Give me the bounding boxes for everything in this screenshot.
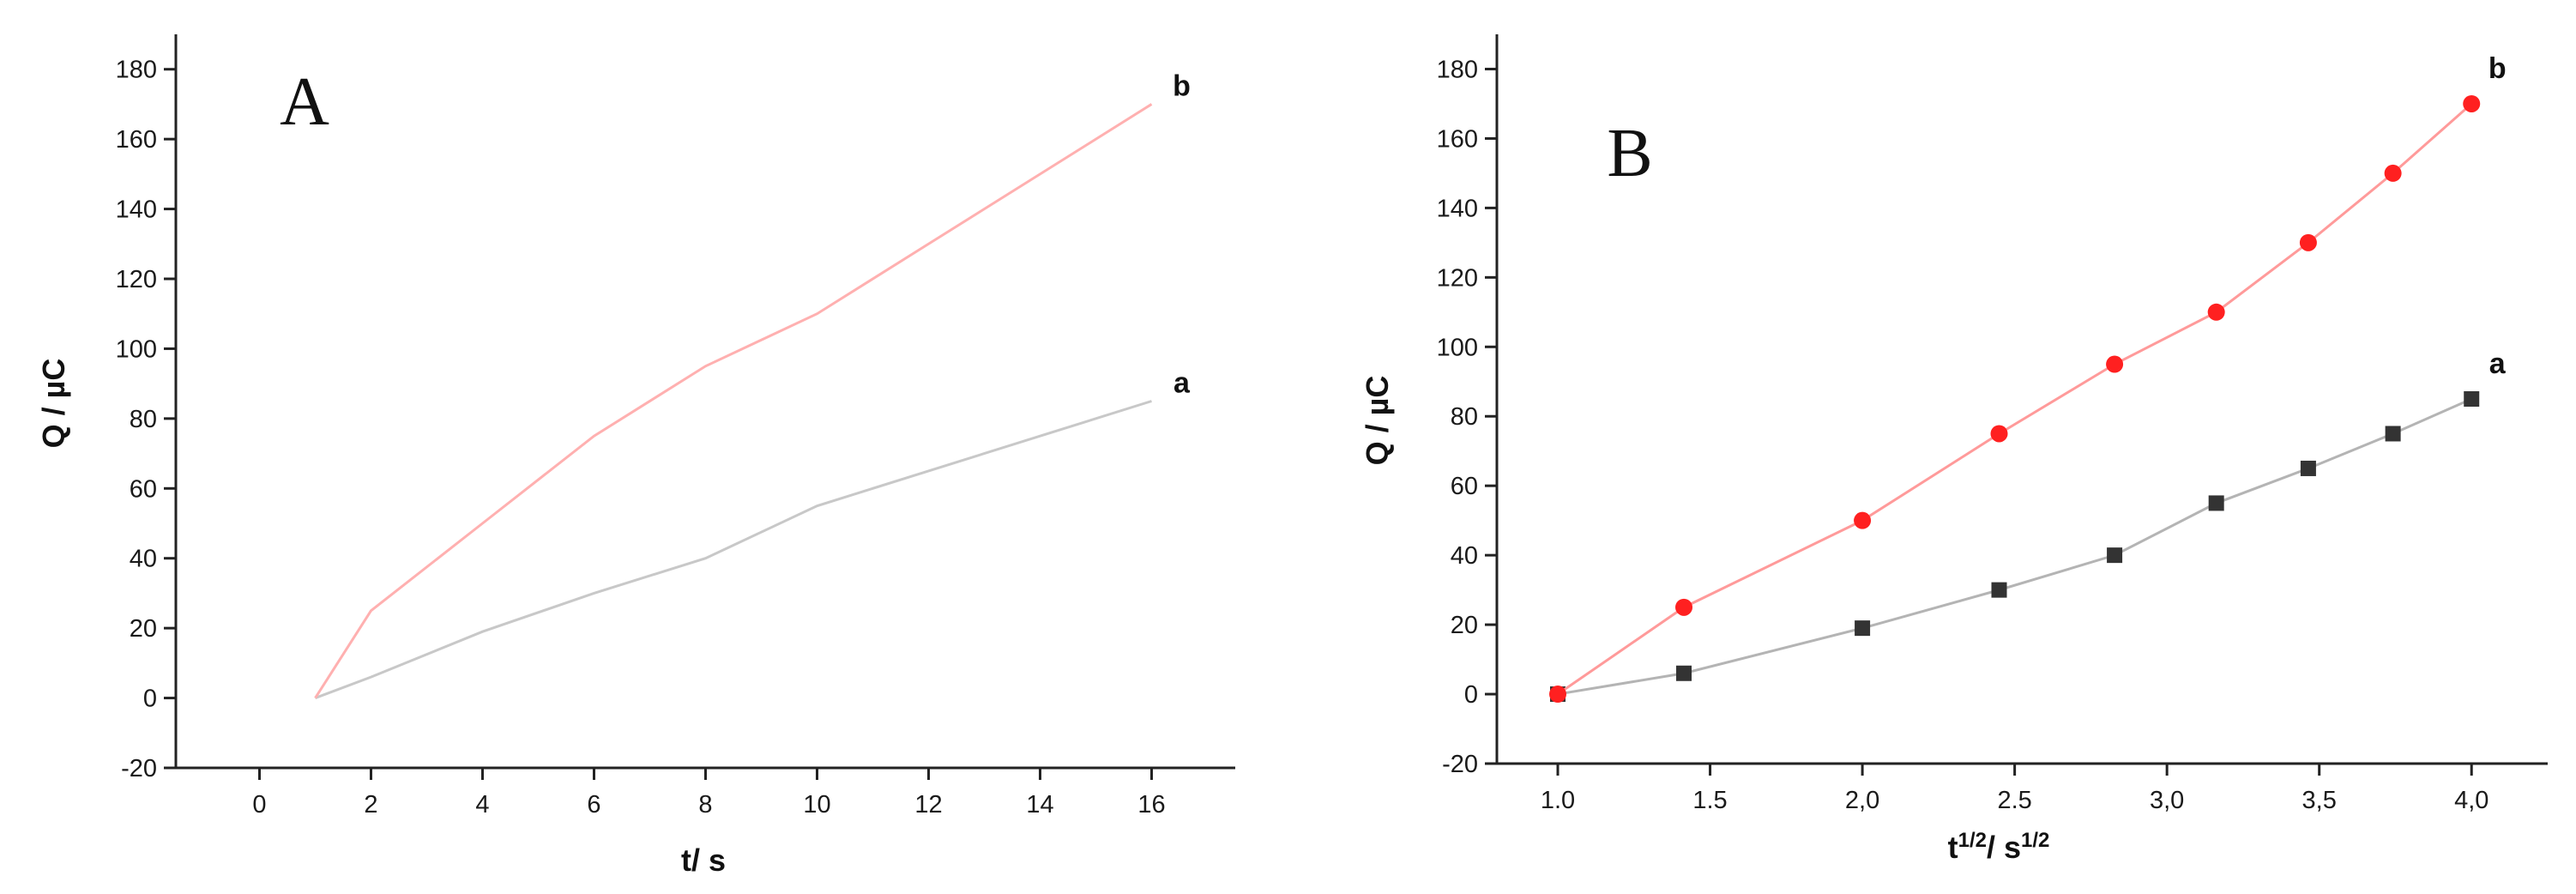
series-label-b: b (2489, 52, 2507, 85)
x-tick-label: 16 (1137, 791, 1165, 818)
y-tick-label: 0 (143, 686, 157, 713)
series-line-a (314, 400, 1152, 699)
y-tick-label: 100 (116, 335, 157, 363)
data-point-b (2106, 355, 2124, 373)
series-label-a: a (1173, 367, 1191, 400)
y-tick-label: 120 (1437, 264, 1478, 292)
x-tick-label: 0 (252, 791, 266, 818)
y-tick-label: 60 (130, 475, 157, 503)
data-point-b (2384, 164, 2402, 182)
y-axis-label: Q / µC (1360, 376, 1395, 466)
y-tick-label: 20 (1451, 612, 1478, 639)
series-line-b (1557, 102, 2473, 696)
series-line-a (1557, 397, 2472, 696)
series-label-b: b (1173, 69, 1191, 102)
data-point-a (2464, 391, 2480, 407)
data-point-b (1675, 598, 1693, 616)
data-point-a (1855, 620, 1871, 637)
y-tick-label: -20 (121, 755, 157, 782)
data-point-b (1854, 511, 1872, 529)
data-point-a (1991, 582, 2007, 598)
data-point-a (2385, 426, 2401, 442)
data-point-a (2107, 547, 2123, 564)
data-point-b (2299, 233, 2317, 251)
data-point-b (1549, 686, 1567, 704)
y-tick-label: 60 (1451, 473, 1478, 500)
x-tick-label: 1.0 (1541, 787, 1575, 814)
data-point-a (1676, 665, 1692, 681)
data-point-b (2207, 303, 2225, 321)
y-tick-label: -20 (1442, 751, 1478, 778)
x-axis-label-superscript: 1/2 (2021, 829, 2049, 852)
x-tick-label: 2,0 (1845, 787, 1879, 814)
y-tick-label: 0 (1464, 681, 1478, 709)
y-tick-label: 80 (130, 406, 157, 433)
x-tick-label: 4,0 (2454, 787, 2489, 814)
y-tick-label: 40 (130, 546, 157, 573)
y-tick-label: 160 (1437, 125, 1478, 153)
series-line-b (314, 103, 1153, 699)
chart-B: -20 0 20 40 60 80 100 120 140 160 180 1.0 1.5 2,0 2.5 3… (1360, 34, 2548, 865)
y-tick-label: 140 (116, 196, 157, 224)
data-point-a (2208, 495, 2224, 511)
x-axis-label: t1/2/ s1/2 (1948, 829, 2050, 866)
x-axis-label-part: t (1948, 830, 1958, 865)
x-tick-label: 2.5 (1997, 787, 2031, 814)
x-tick-label: 2 (364, 791, 377, 818)
y-tick-label: 160 (116, 126, 157, 154)
y-tick-label: 180 (116, 57, 157, 84)
x-axis-label-part: / s (1987, 830, 2021, 865)
data-point-a (2300, 460, 2316, 476)
x-tick-label: 12 (914, 791, 942, 818)
x-tick-label: 10 (803, 791, 830, 818)
x-tick-label: 8 (698, 791, 712, 818)
x-axis-label-superscript: 1/2 (1958, 829, 1987, 852)
chart-A: -20 0 20 40 60 80 100 120 140 160 180 0 2 4 6 8 10 12 14 16… (36, 34, 1235, 878)
x-tick-label: 14 (1026, 791, 1053, 818)
x-axis-label: t/ s (681, 843, 726, 878)
panel-label: A (280, 64, 329, 140)
x-tick-label: 3,0 (2150, 787, 2184, 814)
series-label-a: a (2489, 347, 2507, 380)
y-tick-label: 20 (130, 615, 157, 643)
data-point-b (2463, 94, 2481, 112)
y-tick-label: 180 (1437, 56, 1478, 83)
y-tick-label: 80 (1451, 403, 1478, 431)
y-tick-label: 140 (1437, 195, 1478, 222)
y-tick-label: 40 (1451, 542, 1478, 570)
data-point-b (1990, 425, 2008, 443)
panel-label: B (1607, 116, 1652, 191)
y-tick-label: 120 (116, 266, 157, 293)
y-axis-label: Q / µC (36, 359, 71, 449)
x-tick-label: 1.5 (1692, 787, 1727, 814)
y-tick-label: 100 (1437, 334, 1478, 361)
x-tick-label: 3,5 (2302, 787, 2337, 814)
x-tick-label: 6 (587, 791, 600, 818)
x-tick-label: 4 (475, 791, 489, 818)
